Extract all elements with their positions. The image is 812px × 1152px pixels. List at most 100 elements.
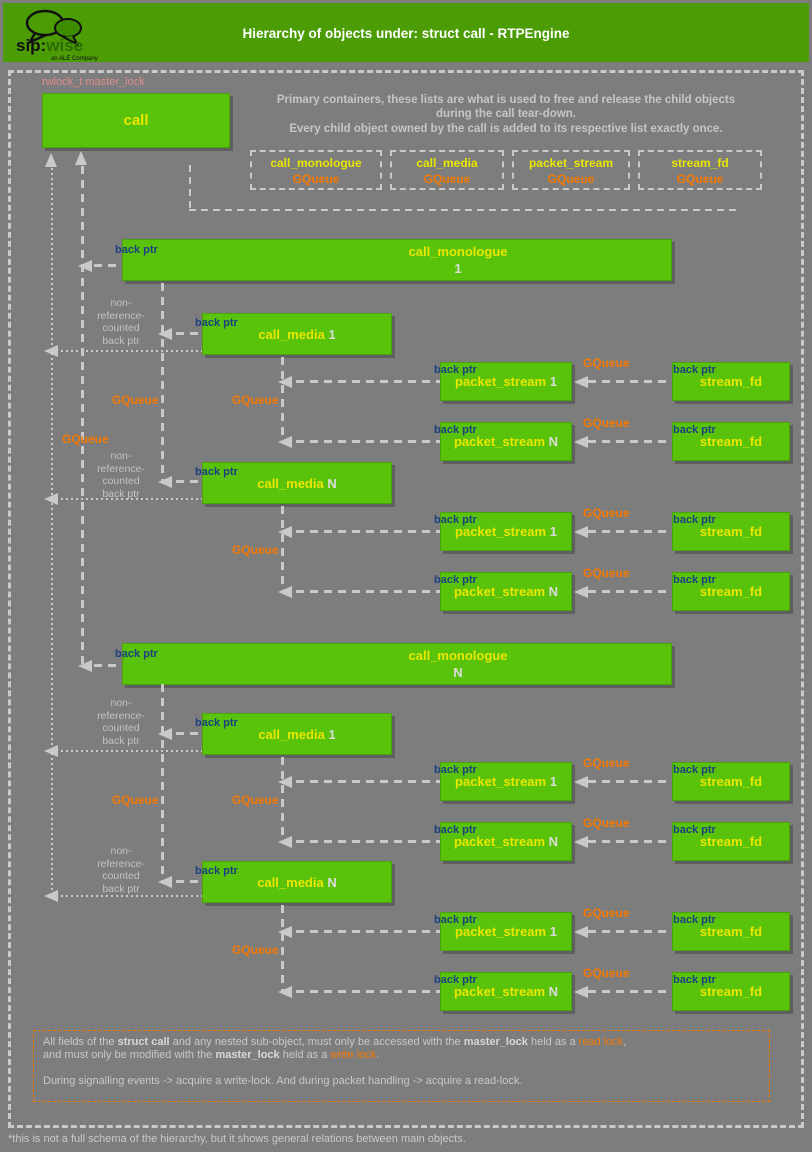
diagram-frame bbox=[8, 70, 804, 1128]
backptr-line bbox=[588, 840, 672, 843]
gqueue-label: GQueue bbox=[62, 432, 109, 446]
box-title: stream_fd bbox=[699, 774, 763, 789]
nonref-label: non- reference- counted back ptr bbox=[97, 450, 145, 500]
call-box: call bbox=[42, 93, 230, 148]
nonref-line bbox=[56, 750, 202, 752]
call-box-label: call bbox=[123, 112, 149, 129]
box-index: 1 bbox=[549, 774, 557, 789]
gqueue-label: GQueue bbox=[583, 416, 630, 430]
arrow-left-icon bbox=[278, 776, 292, 788]
back-ptr-label: back ptr bbox=[434, 364, 477, 376]
backptr-line bbox=[296, 780, 440, 783]
box-index: 1 bbox=[454, 261, 462, 276]
box-index: N bbox=[548, 834, 559, 849]
backptr-line bbox=[296, 590, 440, 593]
backptr-line bbox=[176, 332, 202, 335]
arrow-left-icon bbox=[158, 876, 172, 888]
back-ptr-label: back ptr bbox=[434, 574, 477, 586]
backptr-line bbox=[94, 264, 122, 267]
packet-stream-box: packet_stream 1 bbox=[440, 762, 572, 801]
back-ptr-label: back ptr bbox=[673, 914, 716, 926]
container-link-line bbox=[189, 209, 737, 211]
arrow-left-icon bbox=[278, 586, 292, 598]
box-title: call_media bbox=[258, 327, 325, 342]
gqueue-label: GQueue bbox=[232, 543, 279, 557]
gqueue-label: GQueue bbox=[232, 793, 279, 807]
container-title: stream_fd bbox=[671, 156, 729, 170]
nonref-line bbox=[56, 498, 202, 500]
backptr-line bbox=[176, 880, 202, 883]
arrow-left-icon bbox=[44, 745, 58, 757]
arrow-left-icon bbox=[574, 926, 588, 938]
arrow-left-icon bbox=[44, 493, 58, 505]
call-media-box: call_media 1 bbox=[202, 313, 392, 355]
packet-stream-box: packet_stream N bbox=[440, 972, 572, 1011]
media-gqueue-line bbox=[281, 357, 284, 443]
stream-fd-box: stream_fd bbox=[672, 572, 790, 611]
stream-fd-box: stream_fd bbox=[672, 362, 790, 401]
arrow-left-icon bbox=[78, 260, 92, 272]
nonref-backptr-spine bbox=[51, 168, 53, 896]
box-index: 1 bbox=[549, 924, 557, 939]
container-type: GQueue bbox=[292, 172, 340, 186]
arrow-left-icon bbox=[158, 728, 172, 740]
gqueue-label: GQueue bbox=[583, 506, 630, 520]
box-title: call_media bbox=[257, 476, 324, 491]
backptr-line bbox=[176, 732, 202, 735]
master-lock-label: rwlock_t master_lock bbox=[42, 76, 145, 88]
container-title: call_media bbox=[416, 156, 478, 170]
gqueue-label: GQueue bbox=[583, 356, 630, 370]
media-gqueue-line bbox=[281, 905, 284, 993]
arrow-left-icon bbox=[78, 660, 92, 672]
box-title: stream_fd bbox=[699, 924, 763, 939]
back-ptr-label: back ptr bbox=[434, 914, 477, 926]
call-media-box: call_media 1 bbox=[202, 713, 392, 755]
backptr-line bbox=[176, 480, 202, 483]
backptr-line bbox=[296, 840, 440, 843]
box-title: packet_stream bbox=[453, 984, 546, 999]
monologue-backptr-spine bbox=[81, 166, 84, 666]
locking-note-line-2: and must only be modified with the maste… bbox=[43, 1049, 380, 1061]
arrow-left-icon bbox=[574, 526, 588, 538]
box-title: stream_fd bbox=[699, 834, 763, 849]
media-gqueue-line bbox=[281, 506, 284, 593]
gqueue-label: GQueue bbox=[112, 793, 159, 807]
box-index: N bbox=[327, 875, 337, 890]
back-ptr-label: back ptr bbox=[673, 514, 716, 526]
backptr-line bbox=[588, 590, 672, 593]
packet-stream-box: packet_stream 1 bbox=[440, 912, 572, 951]
backptr-line bbox=[588, 530, 672, 533]
arrow-up-icon bbox=[45, 153, 57, 167]
gqueue-label: GQueue bbox=[583, 816, 630, 830]
arrow-left-icon bbox=[574, 376, 588, 388]
arrow-left-icon bbox=[574, 986, 588, 998]
back-ptr-label: back ptr bbox=[115, 244, 158, 256]
box-title: packet_stream bbox=[455, 374, 547, 389]
intro-paragraph-1: Primary containers, these lists are what… bbox=[276, 94, 736, 120]
logo-text: sip:wise bbox=[16, 36, 83, 55]
box-title: call_media bbox=[258, 727, 325, 742]
back-ptr-label: back ptr bbox=[434, 824, 477, 836]
arrow-left-icon bbox=[158, 476, 172, 488]
box-index: N bbox=[548, 584, 559, 599]
arrow-left-icon bbox=[278, 836, 292, 848]
arrow-left-icon bbox=[574, 436, 588, 448]
arrow-left-icon bbox=[158, 328, 172, 340]
back-ptr-label: back ptr bbox=[434, 424, 477, 436]
backptr-line bbox=[588, 990, 672, 993]
backptr-line bbox=[94, 664, 122, 667]
container-type: GQueue bbox=[547, 172, 595, 186]
box-title: packet_stream bbox=[453, 584, 546, 599]
stream-fd-box: stream_fd bbox=[672, 822, 790, 861]
back-ptr-label: back ptr bbox=[673, 974, 716, 986]
box-title: stream_fd bbox=[699, 374, 763, 389]
backptr-line bbox=[588, 440, 672, 443]
logo-sip: sip: bbox=[16, 36, 46, 55]
box-index: 1 bbox=[328, 727, 336, 742]
monologueN-gqueue-line bbox=[161, 684, 164, 882]
box-title: stream_fd bbox=[699, 434, 763, 449]
nonref-label: non- reference- counted back ptr bbox=[97, 697, 145, 747]
packet-stream-box: packet_stream N bbox=[440, 822, 572, 861]
container-call-monologue: call_monologue GQueue bbox=[250, 150, 382, 190]
